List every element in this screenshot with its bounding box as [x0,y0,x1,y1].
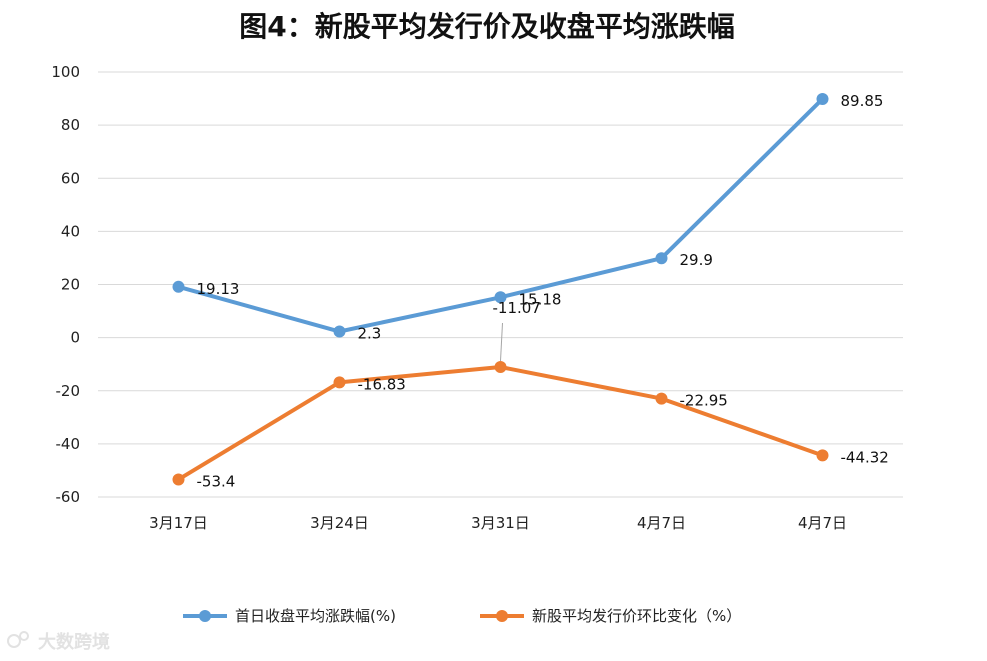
grid-lines [98,71,903,498]
data-labels: 19.13 2.3 15.18 29.9 89.85 -53.4 -16.83 -11.07 -… [197,92,889,491]
y-axis-ticks: 100 80 60 40 20 0 -20 -40 -60 [51,63,80,506]
data-point-s0-3 [655,252,668,265]
data-point-s1-3 [655,392,668,405]
x-tick-label: 4月7日 [637,514,686,532]
data-label-s1-2: -11.07 [493,299,541,317]
data-label-s1-1: -16.83 [358,375,406,393]
y-tick-label: 60 [61,169,80,187]
legend-label-1: 新股平均发行价环比变化（%） [532,607,741,625]
data-point-s1-1 [333,376,346,389]
data-point-s1-4 [816,449,829,462]
y-tick-label: 80 [61,116,80,134]
watermark-logo: 大数跨境 [7,631,110,653]
watermark-icon-dot [19,631,29,641]
data-point-s0-0 [172,280,185,293]
label-leader-line [500,323,503,362]
data-label-s1-3: -22.95 [680,392,728,410]
legend-swatch-marker-1 [496,610,508,622]
data-label-s1-4: -44.32 [841,448,889,466]
x-tick-label: 3月17日 [149,514,208,532]
x-tick-label: 4月7日 [798,514,847,532]
data-label-s1-0: -53.4 [197,472,236,490]
y-tick-label: -60 [56,488,81,506]
data-label-s0-4: 89.85 [841,92,884,110]
x-tick-label: 3月24日 [310,514,369,532]
data-label-s0-1: 2.3 [358,325,382,343]
legend-swatch-marker-0 [199,610,211,622]
y-tick-label: 0 [70,329,80,347]
y-tick-label: 20 [61,276,80,294]
data-point-s1-2 [494,361,507,374]
leader-lines [500,323,503,362]
chart-title: 图4：新股平均发行价及收盘平均涨跌幅 [239,10,735,43]
x-tick-label: 3月31日 [471,514,530,532]
data-point-s0-4 [816,92,829,105]
y-tick-label: -40 [56,435,81,453]
legend-label-0: 首日收盘平均涨跌幅(%) [235,607,396,625]
series-lines [176,96,825,482]
data-label-s0-3: 29.9 [680,251,713,269]
series-line-1 [176,365,825,482]
y-tick-label: 40 [61,222,80,240]
watermark-icon [7,634,21,648]
data-point-s1-0 [172,473,185,486]
watermark-text: 大数跨境 [38,631,110,653]
x-axis-ticks: 3月17日 3月24日 3月31日 4月7日 4月7日 [149,514,847,532]
data-point-s0-2 [494,291,507,304]
y-tick-label: 100 [51,63,80,81]
data-label-s0-0: 19.13 [197,280,240,298]
data-points [172,92,829,486]
data-label-s0-2: 15.18 [519,290,562,308]
legend: 首日收盘平均涨跌幅(%) 新股平均发行价环比变化（%） [183,607,741,625]
data-point-s0-1 [333,325,346,338]
y-tick-label: -20 [56,382,81,400]
